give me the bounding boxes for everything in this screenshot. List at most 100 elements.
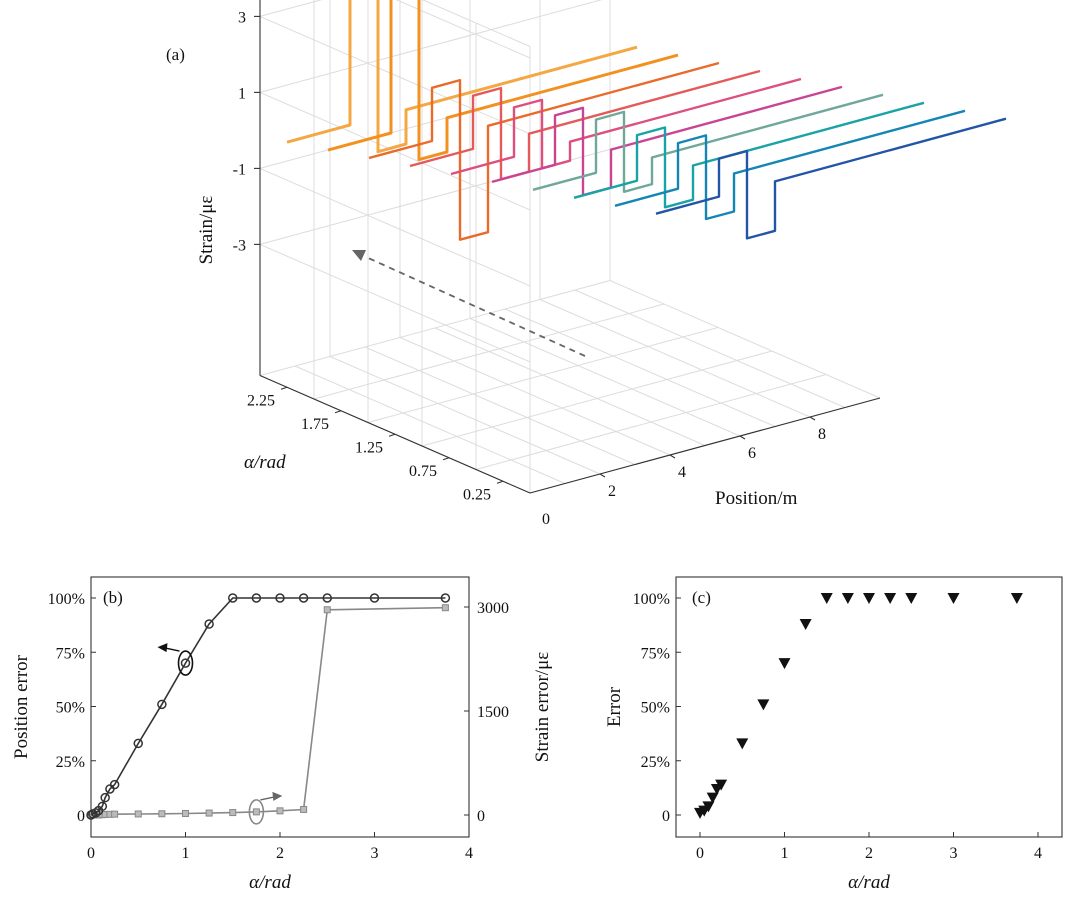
strain-error-marker [158, 810, 166, 818]
panel-a-3d-chart: 246800.250.751.251.752.25531-1-3×103Posi… [166, 0, 1007, 528]
y-tick-label: 0.25 [463, 486, 491, 503]
position-error-marker [90, 808, 101, 818]
panel-label-a: (a) [166, 45, 185, 64]
series-trace [368, 61, 720, 241]
x-tick-label: 4 [678, 464, 686, 481]
position-error-marker [228, 593, 238, 603]
series-line-strain-error [91, 606, 446, 816]
y-tick-label: 0.75 [409, 463, 437, 480]
y-tick-mark [388, 433, 396, 437]
strain-error-marker [300, 805, 308, 813]
error-marker [841, 593, 854, 604]
series-trace [532, 93, 884, 194]
y-tick-label: 0 [662, 808, 670, 825]
strain-error-marker [276, 807, 284, 815]
grid-line [367, 327, 719, 423]
x-tick-label: 2 [276, 845, 284, 862]
y-axis-title: α/rad [244, 452, 286, 473]
error-marker [863, 593, 875, 604]
annotation-arrow-right [260, 796, 275, 801]
x-tick-mark [599, 473, 606, 478]
grid-line [364, 346, 636, 465]
x-tick-mark [739, 435, 746, 440]
series-trace [614, 109, 966, 221]
grid-line [475, 374, 827, 470]
annotation-ellipse-right [248, 799, 265, 825]
position-error-marker [133, 738, 143, 749]
y-tick-mark [280, 386, 288, 390]
grid-line [395, 0, 531, 59]
series-trace [286, 0, 638, 154]
grid-line [259, 167, 531, 287]
error-marker [905, 593, 918, 604]
grid-line [259, 0, 323, 17]
grid-line [469, 318, 741, 437]
x-tick-label: 4 [465, 845, 473, 862]
grid-line [399, 337, 671, 456]
z-tick-label: 3 [238, 9, 246, 26]
x-tick-label: 2 [608, 483, 616, 500]
grid-line [574, 289, 846, 408]
annotation-arrow-left [165, 647, 180, 652]
grid-line [539, 299, 811, 418]
error-marker [947, 593, 960, 604]
y-tick-label: 1.75 [301, 416, 329, 433]
error-marker [736, 738, 749, 750]
x-axis-title: α/rad [249, 872, 291, 893]
position-error-marker [275, 593, 285, 603]
error-marker [1010, 593, 1023, 604]
error-marker [702, 801, 715, 813]
x-tick-label: 8 [818, 426, 826, 443]
y2-axis-title: Strain error/με [532, 652, 553, 763]
position-error-marker [100, 792, 110, 803]
y-tick-label: 50% [641, 700, 670, 717]
y-tick-label: 25% [641, 754, 670, 771]
z-axis-title: Strain/με [196, 196, 217, 265]
y2-tick-label: 0 [477, 808, 485, 825]
box-edge [421, 0, 611, 281]
strain-error-marker [252, 808, 260, 816]
y-tick-mark [496, 480, 504, 484]
trend-arrow-head [352, 250, 366, 261]
error-marker [715, 779, 728, 791]
series-trace [573, 101, 925, 209]
grid-line [421, 350, 773, 447]
error-marker [820, 593, 833, 604]
position-error-marker [204, 619, 214, 629]
annotation-arrow-head-right [272, 791, 283, 801]
x-axis-title: Position/m [715, 488, 798, 509]
grid-line [313, 303, 665, 400]
y-tick-label: 1.25 [355, 439, 383, 456]
series-trace [327, 0, 679, 162]
x-tick-label: 2 [865, 845, 873, 862]
y-tick-mark [334, 410, 342, 414]
y-tick-label: 75% [641, 645, 670, 662]
error-marker [884, 593, 897, 604]
y-tick-label: 0 [77, 808, 85, 825]
y-tick-label: 25% [56, 754, 85, 771]
x-tick-label: 0 [696, 845, 704, 862]
position-error-marker [251, 593, 262, 603]
strain-error-marker [323, 606, 331, 614]
x-tick-mark [669, 454, 676, 459]
error-marker [757, 699, 770, 711]
x-tick-label: 0 [87, 845, 95, 862]
x-tick-label: 3 [371, 845, 379, 862]
position-error-marker [97, 801, 108, 812]
origin-tick-label: 0 [542, 511, 550, 528]
y-tick-label: 2.25 [247, 392, 275, 409]
series-trace [655, 117, 1007, 240]
strain-error-marker [205, 809, 213, 817]
x-axis-title: α/rad [848, 872, 890, 893]
x-tick-label: 6 [748, 445, 756, 462]
grid-line [609, 280, 881, 399]
series-trace [491, 85, 843, 197]
grid-line [259, 0, 603, 93]
x-tick-label: 1 [182, 845, 190, 862]
error-marker [778, 658, 791, 670]
trend-arrow-line [365, 256, 586, 357]
annotation-ellipse-left [177, 650, 194, 676]
strain-error-marker [182, 809, 189, 817]
grid-line [294, 365, 566, 484]
